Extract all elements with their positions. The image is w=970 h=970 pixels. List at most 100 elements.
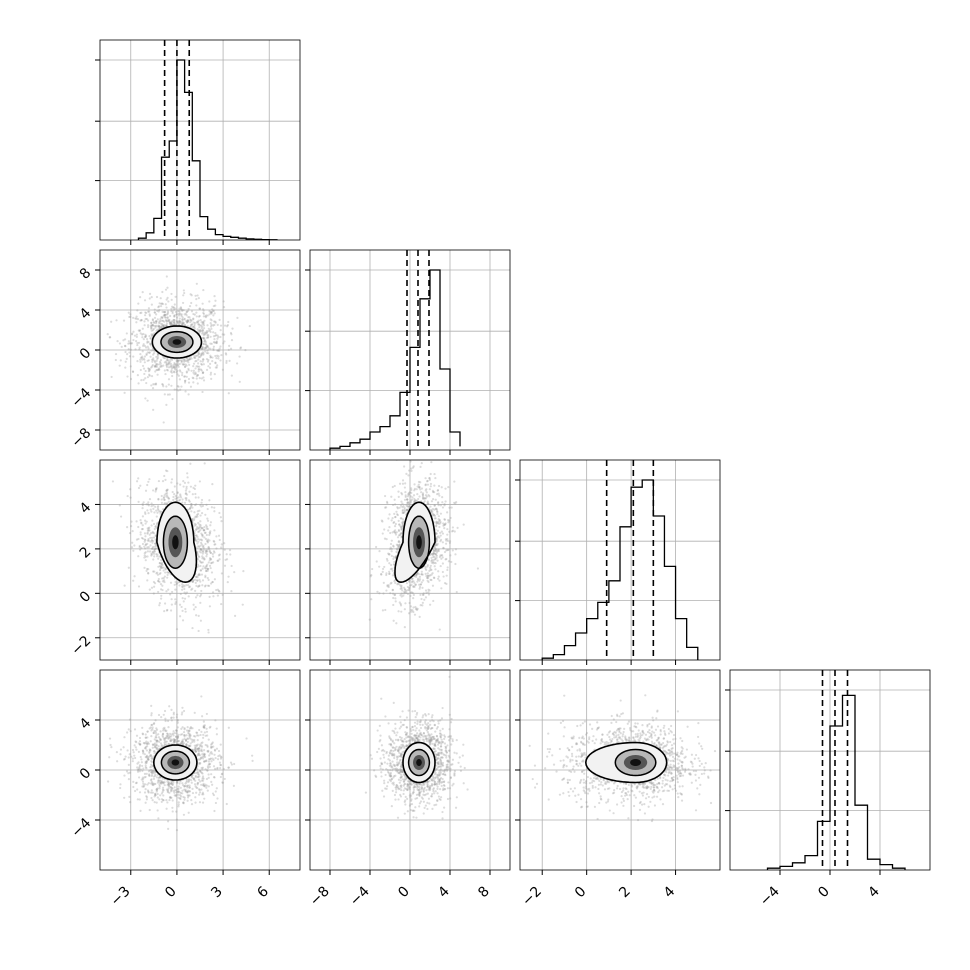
scatter-dot [195, 786, 198, 789]
scatter-dot [198, 530, 201, 533]
scatter-dot [149, 779, 153, 782]
scatter-dot [394, 556, 397, 560]
scatter-dot [151, 770, 154, 773]
scatter-dot [179, 313, 182, 316]
scatter-dot [436, 577, 440, 580]
scatter-dot [151, 334, 154, 337]
scatter-dot [178, 312, 181, 315]
scatter-dot [201, 755, 204, 758]
scatter-dot [212, 345, 215, 348]
scatter-dot [175, 313, 178, 316]
scatter-dot [424, 567, 427, 570]
scatter-dot [209, 566, 212, 570]
scatter-dot [219, 359, 222, 362]
scatter-dot [197, 352, 200, 355]
scatter-dot [239, 346, 243, 349]
scatter-dot [210, 342, 213, 345]
scatter-dot [161, 566, 164, 569]
scatter-dot [193, 325, 196, 328]
scatter-dot [182, 363, 186, 366]
scatter-dot [219, 516, 222, 519]
scatter-dot [200, 330, 203, 333]
scatter-dot [408, 579, 411, 582]
scatter-dot [399, 504, 403, 507]
scatter-dot [141, 776, 144, 779]
scatter-dot [195, 315, 198, 318]
scatter-dot [140, 761, 143, 764]
scatter-dot [205, 351, 209, 355]
scatter-dot [193, 517, 196, 520]
scatter-dot [156, 553, 159, 556]
scatter-dot [426, 576, 429, 580]
scatter-dot [140, 311, 143, 314]
scatter-dot [431, 510, 434, 513]
scatter-panel-0-2 [100, 460, 300, 660]
scatter-dot [213, 373, 216, 376]
scatter-dot [206, 507, 209, 511]
scatter-dot [445, 539, 448, 542]
scatter-dot [144, 489, 148, 492]
scatter-dot [191, 325, 195, 328]
scatter-dot [206, 333, 209, 337]
scatter-dot [164, 492, 167, 495]
scatter-dot [205, 539, 209, 543]
scatter-dot [201, 550, 204, 553]
scatter-dot [195, 311, 198, 314]
scatter-dot [204, 316, 208, 319]
scatter-dot [150, 349, 153, 352]
contour-outer [394, 501, 436, 584]
scatter-dot [152, 570, 155, 573]
scatter-dot [448, 506, 451, 509]
scatter-dot [160, 316, 163, 319]
scatter-dot [183, 587, 186, 591]
scatter-dot [151, 364, 154, 367]
scatter-dot [223, 542, 226, 545]
scatter-dot [143, 344, 146, 348]
scatter-dot [163, 313, 166, 317]
scatter-dot [197, 545, 200, 548]
scatter-dot [144, 369, 147, 373]
scatter-dot [176, 369, 179, 372]
scatter-dot [165, 306, 168, 309]
scatter-dot [435, 532, 438, 535]
scatter-dot [406, 498, 409, 501]
scatter-dot [414, 583, 417, 586]
scatter-dot [152, 507, 155, 510]
scatter-dot [400, 587, 403, 590]
scatter-dot [217, 589, 220, 592]
scatter-dot [194, 484, 197, 487]
scatter-dot [402, 511, 405, 515]
scatter-dot [202, 336, 205, 340]
scatter-dot [204, 339, 207, 342]
scatter-dot [442, 547, 445, 550]
scatter-dot [393, 484, 396, 488]
scatter-dot [209, 322, 212, 325]
scatter-dot [391, 531, 394, 534]
scatter-dot [425, 574, 428, 578]
scatter-dot [204, 537, 208, 541]
scatter-dot [197, 530, 200, 533]
scatter-dot [165, 368, 169, 371]
scatter-dot [434, 558, 437, 561]
scatter-dot [421, 593, 425, 596]
scatter-dot [174, 588, 177, 591]
scatter-dot [437, 520, 440, 524]
scatter-dot [157, 367, 160, 370]
scatter-dot [129, 488, 132, 491]
scatter-dot [164, 469, 168, 472]
scatter-dot [197, 496, 200, 499]
scatter-dot [432, 558, 435, 562]
scatter-dot [413, 489, 416, 492]
scatter-dot [173, 314, 176, 317]
scatter-dot [165, 319, 168, 322]
scatter-dot [197, 355, 200, 359]
scatter-dot [183, 737, 186, 741]
scatter-dot [156, 356, 159, 359]
scatter-dot [144, 314, 147, 317]
scatter-dot [196, 563, 199, 566]
scatter-dot [162, 319, 165, 322]
scatter-dot [195, 513, 199, 516]
scatter-dot [152, 349, 155, 352]
scatter-dot [188, 500, 191, 503]
scatter-dot [159, 317, 162, 321]
